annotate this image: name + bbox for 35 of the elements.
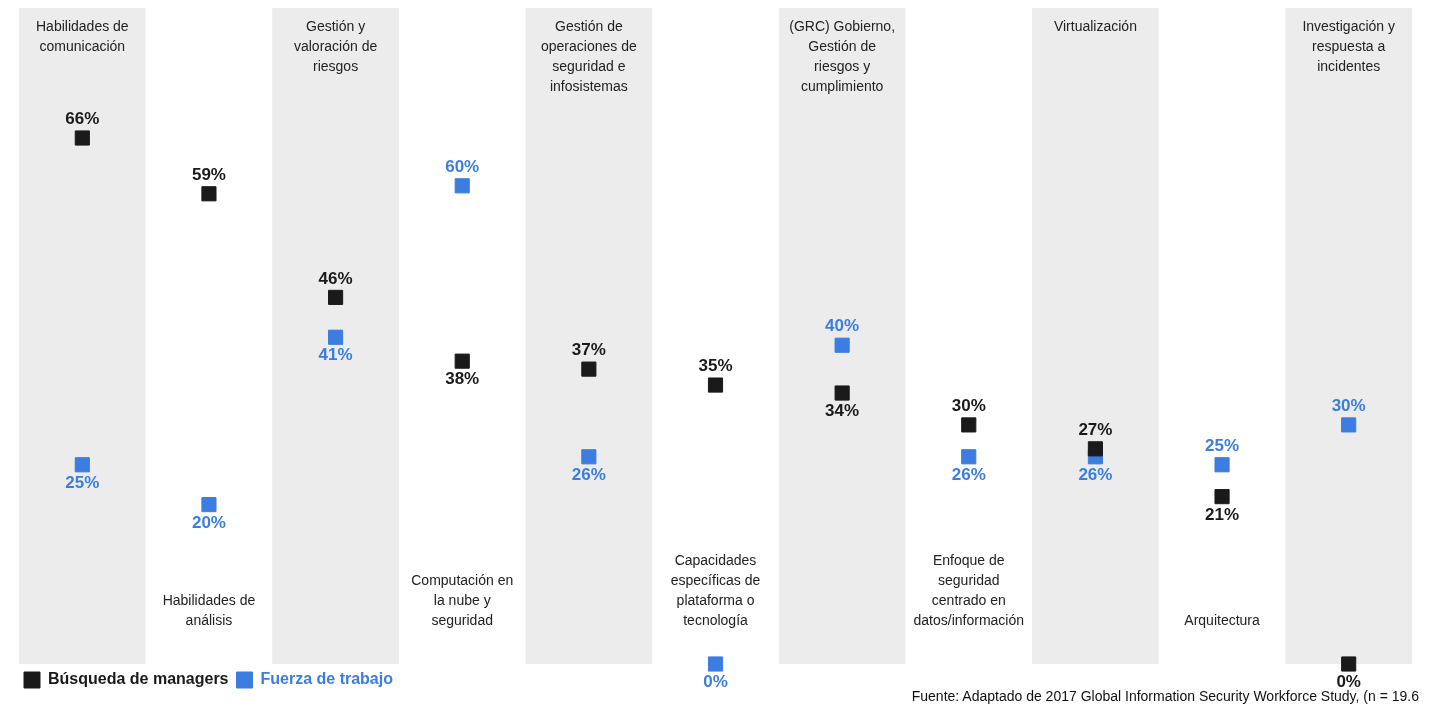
x-tick-label: Habilidades de comunicación — [36, 17, 129, 54]
x-tick-label: Enfoque de seguridad centrado en datos/información — [913, 551, 1025, 628]
data-label: 30% — [951, 396, 986, 416]
legend-label: Búsqueda de managers — [48, 670, 229, 688]
data-label: 35% — [698, 356, 733, 376]
x-tick-label: Arquitectura — [1184, 611, 1260, 628]
x-tick-label: (GRC) Gobierno, Gestión de riesgos y cumplimiento — [789, 17, 896, 94]
x-tick-label: Capacidades específicas de plataforma o tecnología — [670, 551, 761, 628]
x-tick-label: Habilidades de análisis — [162, 591, 256, 628]
data-label: 21% — [1205, 504, 1240, 524]
data-label: 34% — [825, 401, 860, 421]
data-label: 20% — [191, 512, 226, 532]
data-label: 26% — [1078, 464, 1113, 484]
data-label: 25% — [1205, 435, 1240, 455]
data-label: 60% — [445, 157, 480, 177]
data-label: 27% — [1078, 420, 1113, 440]
data-label: 30% — [1331, 396, 1366, 416]
legend-label: Fuerza de trabajo — [260, 670, 394, 688]
data-label: 37% — [571, 340, 606, 360]
data-label: 46% — [318, 268, 353, 288]
data-label: 66% — [65, 109, 100, 129]
x-tick-label: Investigación y respuesta a incidentes — [1302, 17, 1395, 74]
data-label: 41% — [318, 345, 353, 365]
data-label: 59% — [191, 164, 226, 184]
data-label: 26% — [571, 464, 606, 484]
data-label: 0% — [703, 672, 728, 692]
x-tick-label: Gestión de operaciones de seguridad e infosistemas — [540, 17, 637, 94]
data-label: 26% — [951, 464, 986, 484]
x-tick-label: Virtualización — [1053, 17, 1137, 34]
data-label: 38% — [445, 369, 480, 389]
source-note: Fuente: Adaptado de 2017 Global Information Security Workforce Study, (n = 19.6 — [911, 687, 1420, 704]
x-tick-label: Computación en la nube y seguridad — [411, 571, 514, 628]
data-label: 25% — [65, 472, 100, 492]
x-tick-label: Gestión y valoración de riesgos — [293, 17, 378, 74]
data-label: 40% — [825, 316, 860, 336]
